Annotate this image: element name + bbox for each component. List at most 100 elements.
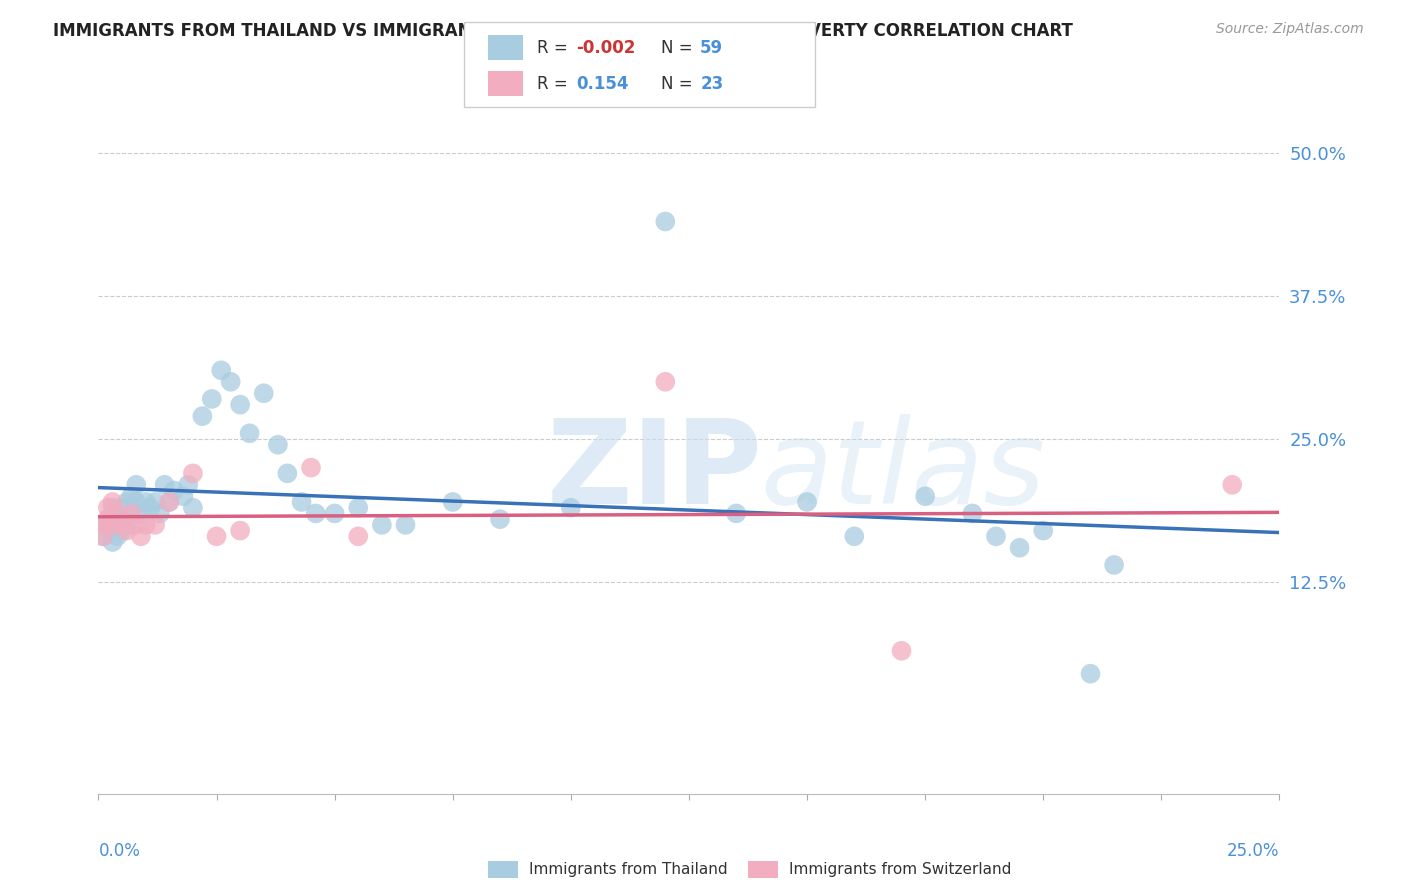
Point <box>143 517 166 532</box>
Point <box>91 529 114 543</box>
Point <box>101 500 124 515</box>
FancyBboxPatch shape <box>748 861 778 879</box>
Point <box>276 467 298 481</box>
Text: Source: ZipAtlas.com: Source: ZipAtlas.com <box>1216 22 1364 37</box>
Point <box>323 507 346 521</box>
Text: 59: 59 <box>700 39 723 57</box>
Point <box>111 512 134 526</box>
Point <box>91 517 114 532</box>
Text: IMMIGRANTS FROM THAILAND VS IMMIGRANTS FROM SWITZERLAND FEMALE POVERTY CORRELATI: IMMIGRANTS FROM THAILAND VS IMMIGRANTS F… <box>53 22 1073 40</box>
Point <box>97 512 120 526</box>
Point <box>111 500 134 515</box>
Text: atlas: atlas <box>759 414 1045 528</box>
Point <box>105 507 128 521</box>
Text: ZIP: ZIP <box>547 414 763 529</box>
Point <box>91 529 114 543</box>
Point <box>914 489 936 503</box>
Text: -0.002: -0.002 <box>576 39 636 57</box>
Point <box>115 524 138 538</box>
Point <box>984 529 1007 543</box>
Point <box>209 363 232 377</box>
Point <box>125 517 148 532</box>
Point <box>97 500 120 515</box>
Point <box>560 500 582 515</box>
Text: N =: N = <box>661 75 697 93</box>
Point <box>962 507 984 521</box>
Point <box>181 500 204 515</box>
Point <box>105 529 128 543</box>
Point <box>347 529 370 543</box>
Point <box>101 517 124 532</box>
Text: Immigrants from Thailand: Immigrants from Thailand <box>530 862 728 877</box>
Point <box>654 375 676 389</box>
Text: 0.154: 0.154 <box>576 75 628 93</box>
Text: Immigrants from Switzerland: Immigrants from Switzerland <box>789 862 1012 877</box>
Point <box>205 529 228 543</box>
Point <box>239 426 262 441</box>
Point <box>441 495 464 509</box>
Point <box>844 529 866 543</box>
Point <box>121 507 143 521</box>
Point <box>267 438 290 452</box>
Point <box>121 489 143 503</box>
Point <box>125 495 148 509</box>
Point <box>97 524 120 538</box>
Point <box>229 398 252 412</box>
Point <box>394 517 416 532</box>
Point <box>219 375 242 389</box>
Point <box>172 489 194 503</box>
Point <box>157 495 180 509</box>
Point <box>305 507 328 521</box>
Text: N =: N = <box>661 39 697 57</box>
Point <box>371 517 394 532</box>
Point <box>163 483 186 498</box>
FancyBboxPatch shape <box>488 861 517 879</box>
Point <box>143 495 166 509</box>
Text: 23: 23 <box>700 75 724 93</box>
Point <box>253 386 276 401</box>
Point <box>115 517 138 532</box>
Point <box>201 392 224 406</box>
Text: 25.0%: 25.0% <box>1227 842 1279 860</box>
Point <box>157 495 180 509</box>
Text: R =: R = <box>537 39 574 57</box>
Point <box>890 644 912 658</box>
Point <box>101 495 124 509</box>
Point <box>129 507 152 521</box>
Text: R =: R = <box>537 75 574 93</box>
Point <box>299 460 322 475</box>
Point <box>105 507 128 521</box>
Point <box>191 409 214 424</box>
Point <box>290 495 312 509</box>
Text: 0.0%: 0.0% <box>98 842 141 860</box>
Point <box>101 517 124 532</box>
Point <box>121 507 143 521</box>
Point <box>725 507 748 521</box>
Point <box>1080 666 1102 681</box>
Point <box>129 529 152 543</box>
Point <box>111 517 134 532</box>
Point <box>115 495 138 509</box>
Point <box>181 467 204 481</box>
Point <box>229 524 252 538</box>
Point <box>489 512 512 526</box>
Point <box>149 507 172 521</box>
Point <box>654 214 676 228</box>
Point <box>97 512 120 526</box>
Point <box>177 478 200 492</box>
Point <box>101 535 124 549</box>
Point <box>347 500 370 515</box>
Point <box>1102 558 1125 572</box>
Point <box>1220 478 1243 492</box>
Point <box>111 524 134 538</box>
Point <box>125 478 148 492</box>
Point <box>105 517 128 532</box>
Point <box>139 500 162 515</box>
Point <box>153 478 176 492</box>
Point <box>91 517 114 532</box>
Point <box>135 517 157 532</box>
Point <box>1032 524 1054 538</box>
Point <box>796 495 818 509</box>
Point <box>135 495 157 509</box>
Point <box>1008 541 1031 555</box>
